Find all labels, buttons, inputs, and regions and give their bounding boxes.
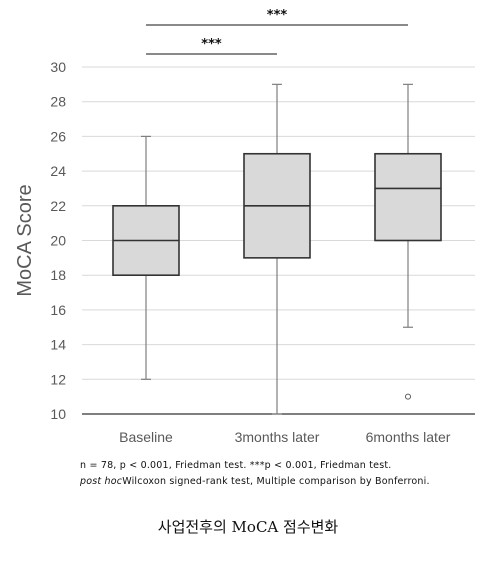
notes-line-1: n = 78, p < 0.001, Friedman test. ***p <… [80, 460, 392, 471]
y-tick-label: 18 [50, 267, 66, 283]
y-tick-label: 30 [50, 59, 66, 75]
x-tick-label: Baseline [119, 429, 173, 445]
box-group [112, 135, 180, 380]
box-iqr [374, 152, 442, 242]
figure-caption: 사업전후의 MoCA 점수변화 [157, 518, 339, 536]
box-group [243, 83, 311, 415]
y-tick-label: 12 [50, 371, 66, 387]
significance-label: *** [201, 37, 222, 52]
box-group [374, 83, 442, 400]
y-tick-label: 14 [50, 337, 66, 353]
y-tick-label: 20 [50, 233, 66, 249]
outlier-point [405, 393, 411, 400]
post-hoc-label: post hoc [80, 476, 123, 487]
y-tick-label: 22 [50, 198, 66, 214]
y-tick-label: 24 [50, 163, 66, 179]
y-tick-labels: 10 12 14 16 18 20 22 24 26 28 30 [50, 59, 66, 422]
y-tick-label: 10 [50, 406, 66, 422]
x-tick-labels: Baseline 3months later 6months later [119, 429, 451, 445]
y-tick-label: 16 [50, 302, 66, 318]
x-tick-label: 6months later [366, 429, 451, 445]
notes-line-2-rest: Wilcoxon signed-rank test, Multiple comp… [122, 476, 430, 487]
y-tick-label: 28 [50, 94, 66, 110]
x-tick-label: 3months later [235, 429, 320, 445]
moca-boxplot: 10 12 14 16 18 20 22 24 26 28 30 *** *** Baseline 3m… [14, 8, 475, 445]
boxes [112, 83, 442, 415]
y-axis-label: MoCA Score [14, 184, 36, 296]
significance-label: *** [267, 8, 288, 23]
notes-line-2: post hocWilcoxon signed-rank test, Multi… [80, 474, 430, 490]
statistical-notes: n = 78, p < 0.001, Friedman test. ***p <… [80, 458, 430, 490]
significance-brackets: *** *** [146, 8, 408, 55]
y-tick-label: 26 [50, 128, 66, 144]
